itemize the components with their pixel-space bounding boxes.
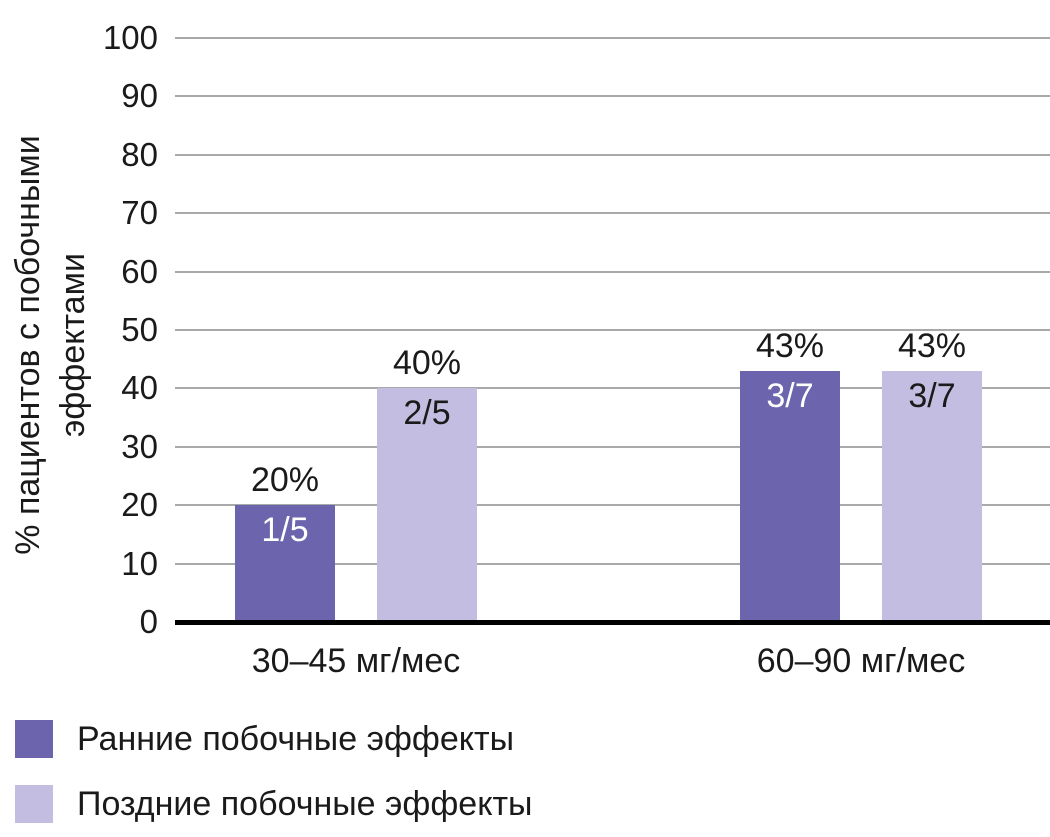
- bar-series1-group1: [882, 371, 982, 622]
- y-tick-label-100: 100: [102, 19, 158, 56]
- gridline-100: [175, 37, 1050, 39]
- legend-swatch-early-icon: [15, 720, 53, 758]
- gridline-10: [175, 562, 1050, 565]
- gridline-90: [175, 95, 1050, 98]
- y-tick-label-50: 50: [121, 311, 158, 348]
- bar-fraction-label-series1-group1: 3/7: [908, 377, 956, 415]
- y-tick-label-70: 70: [121, 194, 158, 232]
- gridline-70: [175, 212, 1050, 215]
- legend-swatch-late-icon: [15, 785, 53, 823]
- gridline-60: [175, 270, 1050, 273]
- legend: Ранние побочные эффекты Поздние побочные…: [15, 720, 532, 823]
- y-tick-label-20: 20: [121, 486, 158, 524]
- bar-series0-group1: [740, 371, 840, 622]
- legend-item-early: Ранние побочные эффекты: [15, 720, 532, 758]
- bar-fraction-label-series1-group0: 2/5: [403, 394, 451, 432]
- gridline-30: [175, 445, 1050, 448]
- bar-series0-group0: [235, 505, 335, 622]
- gridline-50: [175, 329, 1050, 331]
- y-tick-label-60: 60: [121, 252, 158, 290]
- y-tick-label-90: 90: [121, 77, 158, 115]
- bar-series1-group0: [377, 388, 477, 622]
- bar-fraction-label-series0-group1: 3/7: [766, 377, 814, 415]
- x-axis-line: [175, 620, 1050, 625]
- y-tick-label-10: 10: [121, 544, 158, 582]
- y-tick-label-80: 80: [121, 135, 158, 173]
- legend-label-early: Ранние побочные эффекты: [77, 719, 515, 758]
- gridline-80: [175, 153, 1050, 156]
- bar-value-label-series0-group0: 20%: [250, 461, 320, 499]
- legend-item-late: Поздние побочные эффекты: [15, 785, 532, 823]
- legend-label-late: Поздние побочные эффекты: [77, 784, 533, 823]
- x-category-label-0: 30–45 мг/мес: [251, 642, 461, 680]
- bar-fraction-label-series0-group0: 1/5: [261, 511, 309, 549]
- bar-value-label-series0-group1: 43%: [755, 327, 825, 365]
- gridline-20: [175, 504, 1050, 507]
- bar-value-label-series1-group1: 43%: [897, 327, 967, 365]
- y-tick-label-30: 30: [121, 427, 158, 465]
- x-category-label-1: 60–90 мг/мес: [756, 642, 966, 680]
- y-tick-label-0: 0: [139, 603, 158, 640]
- gridline-40: [175, 387, 1050, 390]
- y-tick-label-40: 40: [121, 369, 158, 407]
- plot-area: 20% 1/5 43% 3/7 40% 2/5 43% 3/7: [175, 37, 1050, 625]
- bar-value-label-series1-group0: 40%: [392, 344, 462, 382]
